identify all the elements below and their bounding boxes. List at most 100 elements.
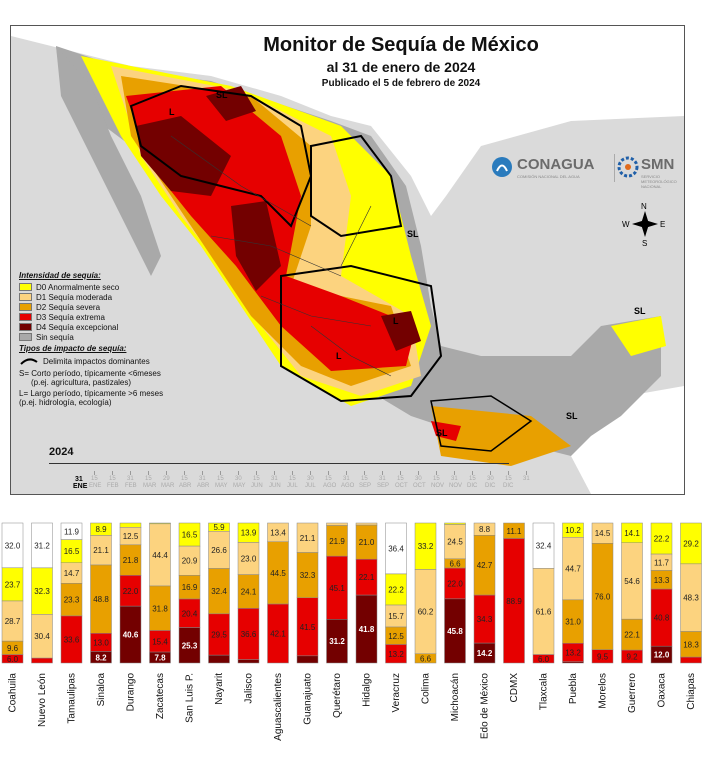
state-name-label: Edo de México: [480, 673, 491, 740]
legend-item-label: Sin sequía: [36, 332, 74, 342]
bar-value-label: 7.8: [154, 654, 166, 663]
legend-intensity-title: Intensidad de sequía:: [19, 271, 101, 280]
timeline-month-label: AGO: [323, 483, 337, 489]
legend-short-term: S= Corto período, típicamente <6meses: [19, 369, 161, 378]
bar-value-label: 32.3: [300, 571, 316, 580]
bar-value-label: 15.4: [152, 637, 168, 646]
svg-text:E: E: [660, 220, 665, 229]
timeline-tick[interactable]: [508, 471, 509, 475]
bar-value-label: 60.2: [418, 608, 434, 617]
timeline-year: 2024: [49, 446, 74, 458]
bar-value-label: 10.2: [565, 526, 581, 535]
state-bar: 36.4 22.2 15.7 12.5 13.2 Veracruz: [385, 522, 407, 712]
bar-value-label: 6.0: [7, 655, 19, 664]
timeline-tick[interactable]: [346, 471, 347, 475]
timeline-tick[interactable]: [526, 471, 527, 475]
timeline-tick[interactable]: [184, 471, 185, 475]
timeline-day-label: 15: [145, 476, 152, 482]
timeline-tick[interactable]: [490, 471, 491, 475]
state-borders: [170, 135, 392, 377]
timeline-month-label: NOV: [449, 483, 463, 489]
timeline-tick[interactable]: [292, 471, 293, 475]
timeline-tick[interactable]: [472, 471, 473, 475]
legend-item-label: D4 Sequía excepcional: [36, 322, 119, 332]
bar-value-label: 20.4: [182, 609, 198, 618]
timeline-tick[interactable]: [202, 471, 203, 475]
state-name-label: Tlaxcala: [539, 673, 550, 711]
drought-d4-area-center: [381, 311, 421, 351]
bar-segment: [208, 654, 230, 664]
timeline-tick[interactable]: [112, 471, 113, 475]
timeline-slider[interactable]: 2024 31 ENE 15 15 31 15 29 15 31 15 30 15 31 15 30 15…: [49, 441, 530, 491]
state-bar: 33.2 60.2 6.6 Colima: [414, 522, 437, 704]
timeline-tick[interactable]: [130, 471, 131, 475]
timeline-tick[interactable]: [400, 471, 401, 475]
bar-value-label: 40.8: [654, 614, 670, 623]
state-bar: 11.9 16.5 14.7 23.3 33.6 Tamaulipas: [60, 522, 83, 724]
region-label: SL: [216, 90, 228, 100]
legend-item: D3 Sequía extrema: [19, 312, 189, 322]
bar-segment: [680, 656, 702, 664]
compass-rose-icon: N S E W: [622, 202, 665, 248]
state-drought-bar-chart: 32.0 23.7 28.7 9.6 6.0 Coahuila 31.2 32.3 30.4 Nu…: [1, 522, 702, 741]
state-bar: 22.2 11.7 13.3 40.8 12.0 Oaxaca: [650, 522, 673, 707]
timeline-tick[interactable]: [148, 471, 149, 475]
bar-value-label: 20.9: [182, 557, 198, 566]
state-bar: 13.9 23.0 24.1 36.6 Jalisco: [237, 522, 260, 704]
bar-value-label: 31.2: [34, 541, 50, 550]
timeline-month-label: AGO: [341, 483, 355, 489]
bar-value-label: 31.0: [565, 618, 581, 627]
timeline-tick[interactable]: [238, 471, 239, 475]
bar-segment: [267, 603, 289, 664]
timeline-tick[interactable]: [328, 471, 329, 475]
timeline-day-label: 15: [397, 476, 404, 482]
timeline-day-label: 31: [343, 476, 350, 482]
legend-swatch: [19, 283, 32, 291]
conagua-logo-subtext: COMISIÓN NACIONAL DEL AGUA: [517, 174, 580, 179]
bar-value-label: 33.2: [418, 542, 434, 551]
legend-item-label: D1 Sequía moderada: [36, 292, 113, 302]
bar-value-label: 23.3: [64, 596, 80, 605]
timeline-tick[interactable]: [166, 471, 167, 475]
timeline-month-label: DIC: [503, 483, 514, 489]
bar-segment: [31, 657, 53, 664]
bar-segment: [621, 649, 643, 664]
state-bar: 21.1 32.3 41.5 Guanajuato: [296, 522, 319, 725]
legend-impact-line: Delimita impactos dominantes: [43, 356, 150, 366]
legend-swatch: [19, 303, 32, 311]
state-name-label: Jalisco: [244, 673, 255, 704]
state-name-label: Nayarit: [214, 673, 225, 705]
timeline-tick[interactable]: [94, 471, 95, 475]
timeline-tick[interactable]: [382, 471, 383, 475]
bar-value-label: 8.2: [95, 653, 107, 662]
timeline-tick[interactable]: [436, 471, 437, 475]
legend-swatch: [19, 333, 32, 341]
timeline-tick[interactable]: [454, 471, 455, 475]
bar-segment: [473, 642, 496, 664]
region-label: SL: [407, 229, 419, 239]
timeline-day-label: 15: [217, 476, 224, 482]
bar-value-label: 22.1: [359, 573, 375, 582]
bar-value-label: 21.9: [329, 537, 345, 546]
legend-swatch: [19, 323, 32, 331]
region-label: L: [393, 316, 399, 326]
timeline-tick[interactable]: [364, 471, 365, 475]
timeline-tick[interactable]: [310, 471, 311, 475]
bar-value-label: 8.9: [95, 525, 107, 534]
timeline-tick[interactable]: [418, 471, 419, 475]
legend-item: D1 Sequía moderada: [19, 292, 189, 302]
state-name-label: Hidalgo: [362, 673, 373, 707]
timeline-selected-day: 31: [75, 476, 83, 483]
timeline-day-label: 15: [181, 476, 188, 482]
timeline-tick[interactable]: [256, 471, 257, 475]
legend-item: D4 Sequía excepcional: [19, 322, 189, 332]
timeline-tick[interactable]: [274, 471, 275, 475]
bar-value-label: 24.5: [447, 538, 463, 547]
state-bar: 10.2 44.7 31.0 13.2 Puebla: [562, 522, 584, 704]
timeline-month-label: OCT: [413, 483, 426, 489]
timeline-tick[interactable]: [220, 471, 221, 475]
bar-segment: [650, 645, 673, 664]
bar-value-label: 9.6: [7, 644, 19, 653]
smn-logo-icon: [617, 156, 639, 178]
bar-value-label: 32.4: [211, 587, 227, 596]
